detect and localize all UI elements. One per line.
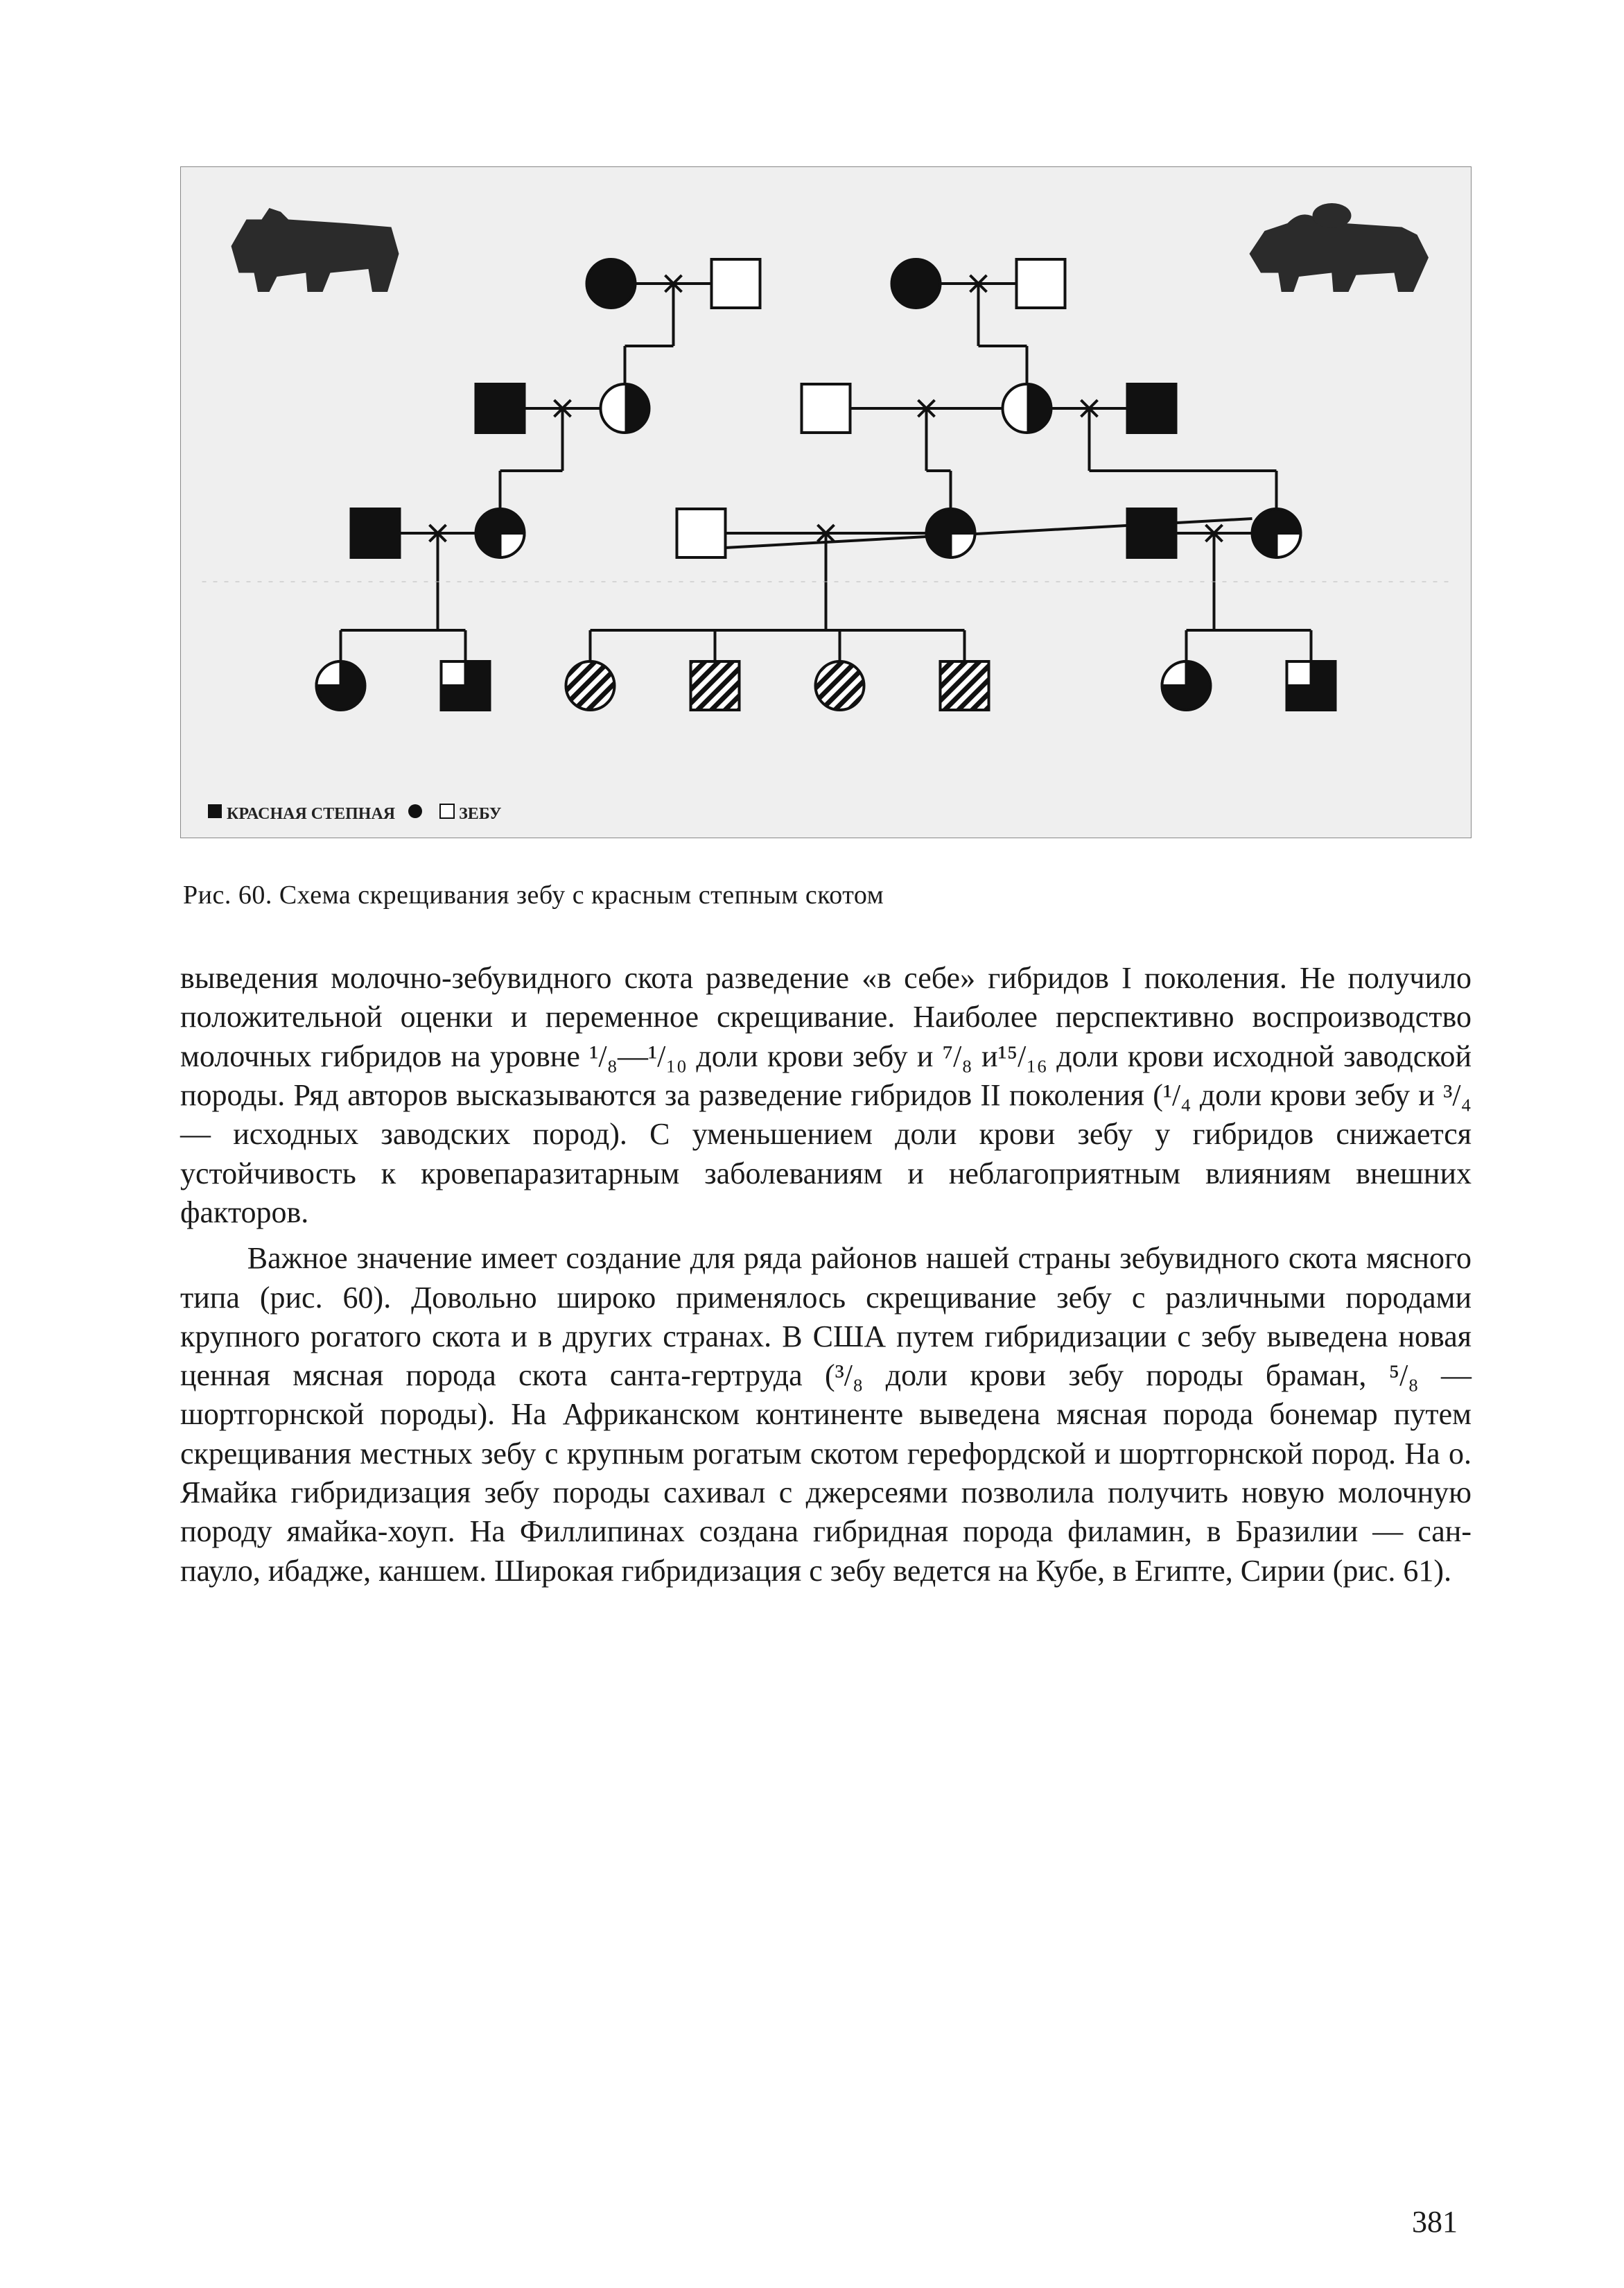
legend-item: КРАСНАЯ СТЕПНАЯ [207,804,403,824]
body-text: выведения молочно-зебувидного скота разв… [180,959,1472,1591]
pedigree-diagram [200,187,1451,783]
book-page: КРАСНАЯ СТЕПНАЯ ЗЕБУ Рис. 60. Схема скре… [0,0,1624,2288]
paragraph-2: Важное значение имеет создание для ряда … [180,1239,1472,1591]
pedigree-g1f1 [587,259,636,308]
pedigree-g3f1 [476,509,525,557]
pedigree-g4m3 [941,661,989,710]
pedigree-g3m3 [1128,509,1176,557]
pedigree-g4m2 [691,661,740,710]
legend-item: ЗЕБУ [439,804,509,824]
pedigree-g4f1 [317,661,365,710]
pedigree-g2m2 [802,384,850,433]
pedigree-g3f3 [1252,509,1301,557]
figure-60: КРАСНАЯ СТЕПНАЯ ЗЕБУ [180,166,1472,838]
pedigree-g1m2 [1017,259,1065,308]
pedigree-g2f1 [601,384,649,433]
pedigree-g1f2 [892,259,941,308]
pedigree-g4f3 [816,661,864,710]
pedigree-g3f2 [927,509,975,557]
legend-item [408,804,435,824]
pedigree-g3m1 [351,509,400,557]
paragraph-1: выведения молочно-зебувидного скота разв… [180,959,1472,1232]
page-number: 381 [1412,2204,1458,2239]
pedigree-g1m1 [712,259,760,308]
pedigree-g4f2 [566,661,615,710]
figure-legend: КРАСНАЯ СТЕПНАЯ ЗЕБУ [200,783,1451,831]
pedigree-g4f4 [1162,661,1211,710]
pedigree-g2m1 [476,384,525,433]
pedigree-g3m2 [677,509,726,557]
pedigree-g4m1 [442,661,490,710]
pedigree-cow [232,208,399,292]
pedigree-g4m4 [1287,661,1336,710]
pedigree-g2f2 [1003,384,1051,433]
pedigree-zebu [1250,203,1429,292]
pedigree-g2m3 [1128,384,1176,433]
figure-caption: Рис. 60. Схема скрещивания зебу с красны… [183,880,1472,910]
